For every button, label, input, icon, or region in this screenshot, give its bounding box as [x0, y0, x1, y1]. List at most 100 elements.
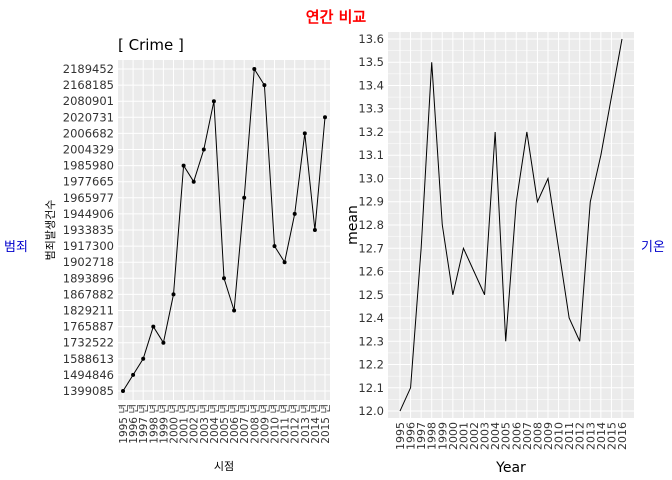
temp-x-tick-label: 2008: [531, 422, 544, 450]
crime-x-tick-label: 2009 년: [259, 404, 271, 444]
crime-data-point: [282, 260, 287, 265]
temp-x-tick-label: 1995: [394, 422, 407, 450]
crime-x-tick-label: 2011 년: [280, 404, 292, 444]
temp-x-tick-label: 2005: [500, 422, 513, 450]
crime-y-tick-label: 2020731: [63, 110, 114, 124]
crime-data-point: [181, 163, 186, 168]
temp-x-tick-label: 2016: [616, 422, 629, 450]
temp-x-tick-label: 2004: [489, 422, 502, 450]
crime-data-point: [201, 147, 206, 152]
crime-x-tick-label: 2008 년: [249, 404, 261, 444]
temp-x-tick-label: 2010: [553, 422, 566, 450]
crime-data-point: [262, 83, 267, 88]
crime-data-point: [161, 340, 166, 345]
crime-y-tick-label: 1977665: [63, 175, 114, 189]
crime-y-tick-label: 2004329: [63, 143, 114, 157]
crime-y-tick-label: 1588613: [63, 352, 114, 366]
crime-data-point: [252, 67, 257, 71]
crime-y-tick-label: 1893896: [63, 271, 114, 285]
crime-chart-title: [ Crime ]: [118, 36, 184, 54]
crime-y-tick-label: 1917300: [63, 239, 114, 253]
crime-x-tick-label: 2001 년: [179, 404, 191, 444]
temp-y-tick-label: 13.6: [358, 32, 384, 46]
temp-x-tick-label: 2000: [447, 422, 460, 450]
temp-y-tick-label: 13.2: [358, 125, 384, 139]
crime-y-tick-label: 1944906: [63, 207, 114, 221]
crime-x-tick-label: 2004 년: [209, 404, 221, 444]
temp-x-tick-label: 2015: [605, 422, 618, 450]
temp-x-tick-label: 2012: [574, 422, 587, 450]
crime-data-point: [312, 228, 317, 232]
crime-data-point: [272, 244, 277, 249]
temp-x-tick-label: 2011: [563, 422, 576, 450]
crime-x-tick-label: 2000 년: [169, 404, 181, 444]
crime-y-tick-label: 1965977: [63, 191, 114, 205]
crime-x-tick-label: 2006 년: [229, 404, 241, 444]
crime-x-tick-label: 2002 년: [189, 404, 201, 444]
crime-y-tick-label: 2168185: [63, 78, 114, 92]
temp-y-tick-label: 12.2: [358, 358, 384, 372]
crime-y-tick-label: 1985980: [63, 159, 114, 173]
crime-x-tick-label: 2012 년: [290, 404, 302, 444]
crime-x-tick-label: 1995 년: [118, 404, 130, 444]
temp-x-tick-label: 2007: [521, 422, 534, 450]
temp-y-tick-label: 13.4: [358, 78, 384, 92]
crime-y-tick-label: 2189452: [63, 62, 114, 76]
crime-data-point: [302, 131, 307, 136]
temp-y-tick-label: 12.8: [358, 218, 384, 232]
crime-data-point: [141, 356, 146, 361]
crime-y-tick-label: 1867882: [63, 287, 114, 301]
temp-y-tick-label: 12.3: [358, 334, 384, 348]
crime-y-tick-label: 1902718: [63, 255, 114, 269]
crime-x-tick-label: 1997 년: [138, 404, 150, 444]
temp-x-tick-label: 1996: [405, 422, 418, 450]
temp-y-tick-label: 13.3: [358, 102, 384, 116]
temp-y-tick-label: 13.1: [358, 148, 384, 162]
temp-y-tick-label: 12.9: [358, 195, 384, 209]
temp-y-tick-label: 13.5: [358, 55, 384, 69]
temp-x-tick-label: 2002: [468, 422, 481, 450]
crime-y-axis-title: 범죄발생건수: [44, 200, 57, 261]
temp-y-tick-label: 12.4: [358, 311, 384, 325]
crime-y-tick-label: 1494846: [63, 368, 114, 382]
temp-x-tick-label: 2014: [595, 422, 608, 450]
crime-data-point: [323, 115, 327, 120]
main-title: 연간 비교: [305, 8, 367, 26]
crime-x-tick-label: 2013 년: [300, 404, 312, 444]
temp-x-tick-label: 1997: [415, 422, 428, 450]
temp-x-tick-label: 1998: [426, 422, 439, 450]
crime-x-tick-label: 2005 년: [219, 404, 231, 444]
temp-y-tick-label: 12.1: [358, 381, 384, 395]
crime-data-point: [151, 324, 156, 329]
crime-data-point: [131, 372, 136, 377]
crime-y-tick-label: 2080901: [63, 94, 114, 108]
temp-y-tick-label: 12.5: [358, 288, 384, 302]
crime-x-tick-label: 1998 년: [148, 404, 160, 444]
crime-data-point: [292, 211, 297, 216]
right-side-label: 기온: [641, 240, 665, 255]
temp-y-tick-label: 13.0: [358, 171, 384, 185]
crime-x-tick-label: 2003 년: [199, 404, 211, 444]
left-side-label: 범죄: [4, 240, 28, 255]
crime-data-point: [232, 308, 237, 313]
temp-x-axis-title: Year: [495, 460, 526, 476]
crime-x-tick-label: 2014 년: [310, 404, 322, 444]
temp-y-axis-title: mean: [345, 205, 361, 245]
crime-y-tick-label: 1829211: [63, 304, 114, 318]
crime-y-tick-label: 1399085: [63, 384, 114, 398]
crime-data-point: [121, 389, 125, 393]
temp-series-line: [399, 38, 623, 412]
crime-x-tick-label: 2010 년: [270, 404, 282, 444]
temp-x-tick-label: 2006: [510, 422, 523, 450]
crime-x-tick-label: 1996 년: [128, 404, 140, 444]
crime-y-tick-label: 1765887: [63, 320, 114, 334]
crime-data-point: [242, 195, 247, 200]
temp-x-tick-label: 2009: [542, 422, 555, 450]
temp-x-tick-label: 1999: [436, 422, 449, 450]
crime-data-point: [211, 99, 216, 104]
crime-data-point: [171, 292, 176, 297]
crime-data-point: [222, 276, 226, 281]
crime-y-tick-label: 1933835: [63, 223, 114, 237]
crime-data-point: [191, 179, 196, 184]
